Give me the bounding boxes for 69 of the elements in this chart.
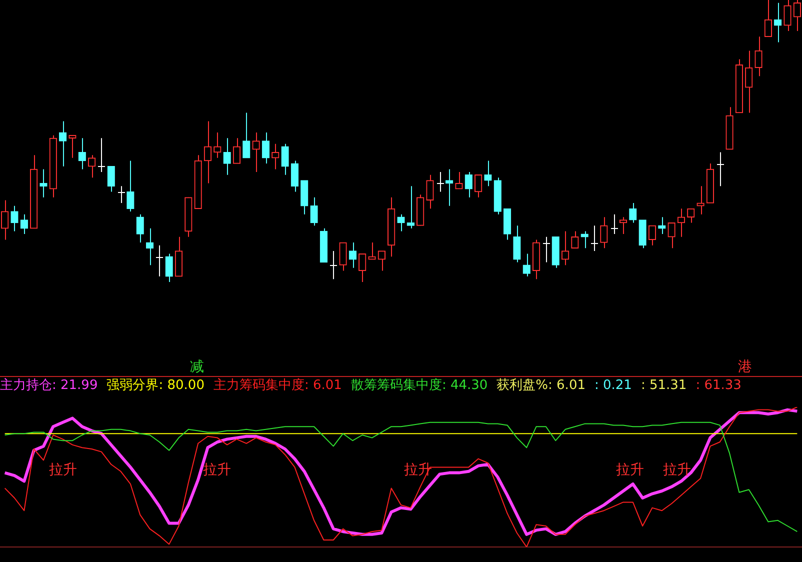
candlestick — [136, 214, 144, 244]
annotation: 拉升 — [49, 461, 77, 479]
candlestick — [204, 120, 212, 184]
candlestick — [426, 174, 434, 210]
candlestick — [40, 168, 48, 198]
candlestick — [368, 242, 376, 260]
candlestick — [745, 50, 753, 114]
candlestick — [272, 143, 280, 170]
text: 主力持仓: 21.99 — [0, 377, 98, 395]
candlestick — [668, 222, 676, 249]
candlestick — [561, 230, 570, 266]
candlestick — [118, 186, 126, 204]
candlestick — [658, 216, 666, 235]
candlestick — [677, 208, 686, 238]
candlestick — [68, 134, 76, 158]
candlestick — [774, 2, 782, 43]
candlestick — [252, 132, 260, 173]
candlestick — [619, 216, 628, 235]
candlestick — [600, 216, 608, 249]
candlestick — [580, 230, 588, 249]
text: 强弱分界: 80.00 — [106, 377, 204, 395]
candlestick — [397, 214, 405, 232]
candlestick — [716, 152, 724, 187]
candlestick — [107, 166, 115, 192]
candlestick — [474, 174, 482, 198]
candlestick — [436, 172, 444, 192]
text: 获利盘%: 6.01 — [496, 377, 586, 395]
candlestick — [98, 138, 106, 173]
candlestick — [310, 196, 318, 226]
candlestick — [281, 143, 289, 176]
candlestick — [165, 253, 173, 282]
candlestick — [358, 253, 366, 282]
annotation: 拉升 — [663, 461, 691, 479]
candlestick — [78, 138, 86, 170]
annotation: 拉升 — [616, 461, 644, 479]
candlestick — [290, 160, 299, 192]
candlestick — [445, 168, 454, 206]
candlestick — [590, 225, 598, 252]
candlestick — [214, 132, 222, 158]
candlestick — [262, 132, 270, 164]
text: : 0.21 — [594, 377, 632, 395]
text: 主力筹码集中度: 6.01 — [213, 377, 342, 395]
text: : 51.31 — [640, 377, 687, 395]
candlestick — [232, 138, 241, 164]
text: 散筹筹码集中度: 44.30 — [350, 377, 488, 395]
candlestick — [455, 172, 463, 190]
candlestick — [88, 154, 96, 178]
candlestick — [648, 225, 656, 246]
candlestick — [242, 112, 250, 158]
candlestick — [406, 186, 414, 229]
candlestick — [330, 250, 338, 280]
candlestick — [126, 160, 134, 212]
candlestick — [156, 244, 164, 277]
candlestick — [146, 228, 154, 266]
text: 减 — [190, 358, 204, 376]
candlestick — [484, 160, 492, 187]
candlestick — [542, 236, 550, 263]
text: : 61.33 — [696, 377, 742, 395]
text: 港 — [738, 358, 752, 376]
candlestick — [339, 242, 347, 272]
candlestick — [58, 120, 67, 167]
candlestick — [522, 253, 530, 277]
candlestick — [610, 214, 618, 235]
candlestick — [223, 138, 231, 176]
candlestick — [464, 172, 472, 198]
candlestick — [513, 225, 521, 263]
candlestick — [754, 36, 762, 77]
annotation: 拉升 — [203, 461, 231, 479]
candlestick — [696, 186, 704, 215]
